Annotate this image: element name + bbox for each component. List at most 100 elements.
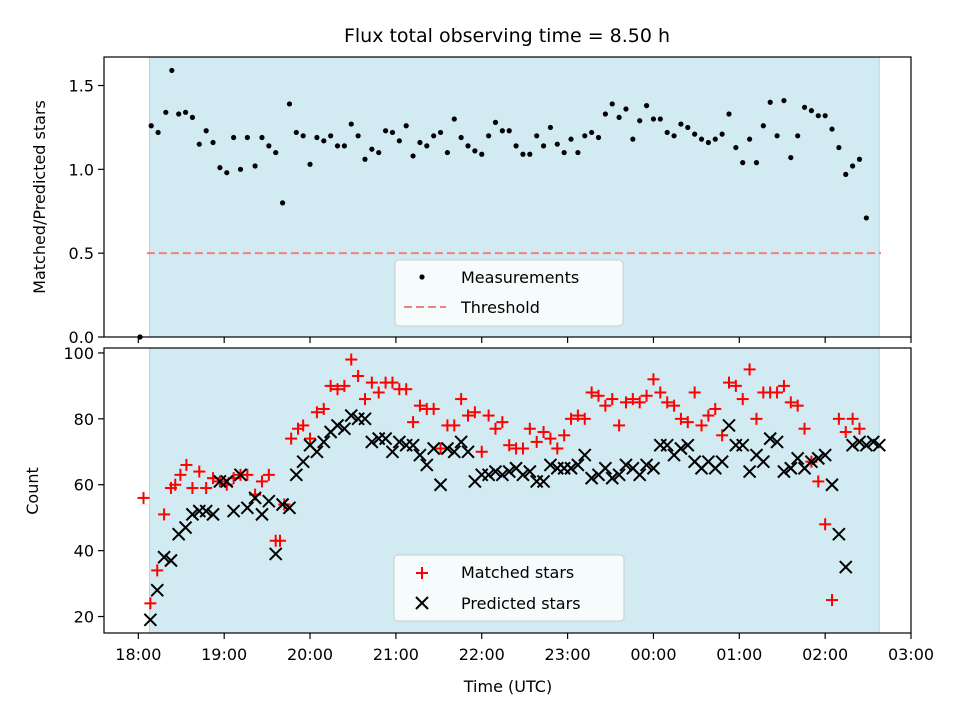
- matched-star-point: [619, 396, 632, 409]
- matched-star-point: [551, 442, 564, 455]
- predicted-star-point: [832, 527, 846, 541]
- measurement-point: [341, 143, 347, 149]
- measurement-point: [760, 123, 766, 129]
- predicted-star-point: [461, 445, 475, 459]
- predicted-star-point: [502, 464, 516, 479]
- y-tick-label: 20: [74, 608, 94, 627]
- matched-stars-points: [137, 353, 866, 610]
- matched-star-point: [180, 458, 193, 471]
- x-tick-label: 03:00: [888, 645, 934, 664]
- measurement-point: [815, 113, 821, 119]
- measurement-point: [362, 156, 368, 162]
- measurement-point: [486, 133, 492, 139]
- predicted-star-point: [365, 435, 379, 449]
- predicted-star-point: [255, 507, 269, 522]
- measurement-point: [163, 109, 169, 115]
- matched-star-point: [345, 353, 358, 366]
- matched-star-point: [285, 432, 298, 445]
- matched-star-point: [791, 399, 804, 412]
- x-tick-label: 19:00: [201, 645, 247, 664]
- matched-star-point: [826, 594, 839, 607]
- legend-threshold-label: Threshold: [460, 298, 540, 317]
- matched-star-point: [413, 399, 426, 412]
- legend-measurements-marker: [419, 274, 425, 280]
- legend-matched-marker: [416, 567, 428, 579]
- predicted-star-point: [804, 454, 819, 469]
- matched-star-point: [241, 468, 254, 481]
- predicted-stars-points: [143, 408, 886, 627]
- measurement-point: [808, 108, 815, 114]
- matched-star-point: [777, 379, 790, 392]
- predicted-star-point: [639, 458, 654, 472]
- measurement-point: [712, 136, 718, 142]
- measurement-point: [781, 97, 787, 104]
- measurement-point: [273, 149, 279, 156]
- measurement-point: [300, 133, 306, 139]
- measurement-point: [382, 128, 389, 134]
- matched-star-point: [798, 422, 811, 435]
- measurement-point: [623, 106, 629, 112]
- matched-star-point: [475, 445, 488, 458]
- measurement-point: [740, 160, 746, 166]
- predicted-star-point: [598, 461, 613, 475]
- predicted-star-point: [660, 438, 674, 452]
- predicted-star-point: [330, 418, 345, 433]
- measurement-point: [458, 134, 464, 141]
- predicted-star-point: [633, 468, 647, 482]
- bottom-panel: 20 40 60 80 100 18:00 19:00 20:00 21:00 22:00 23:…: [23, 344, 934, 696]
- measurement-point: [547, 124, 554, 131]
- predicted-star-point: [481, 468, 496, 482]
- predicted-star-point: [839, 560, 853, 574]
- measurement-point: [705, 139, 711, 146]
- measurement-point: [678, 121, 684, 127]
- matched-star-point: [839, 426, 852, 439]
- matched-star-point: [681, 416, 694, 429]
- predicted-star-point: [199, 504, 213, 518]
- measurement-point: [801, 104, 808, 110]
- matched-star-point: [695, 419, 708, 432]
- measurement-point: [348, 121, 354, 127]
- y-tick-label: 0.0: [69, 328, 94, 347]
- measurement-point: [616, 114, 622, 120]
- measurement-point: [589, 129, 595, 136]
- matched-star-point: [674, 412, 687, 425]
- measurement-points: [137, 67, 869, 340]
- matched-star-point: [262, 468, 275, 481]
- y-tick-label: 1.5: [69, 77, 94, 96]
- measurement-point: [650, 116, 657, 122]
- bottom-legend-box: [393, 554, 625, 622]
- legend-matched-label: Matched stars: [461, 563, 574, 582]
- predicted-star-point: [770, 435, 784, 449]
- matched-star-point: [338, 379, 351, 392]
- matched-star-point: [278, 498, 291, 511]
- measurement-point: [788, 154, 794, 161]
- predicted-star-point: [420, 458, 434, 472]
- matched-star-point: [530, 435, 543, 448]
- x-axis-label: Time (UTC): [463, 677, 552, 696]
- predicted-star-point: [378, 431, 393, 446]
- predicted-star-point: [157, 550, 171, 564]
- predicted-star-point: [178, 520, 193, 535]
- measurement-point: [664, 129, 670, 136]
- y-tick-label: 80: [74, 410, 94, 429]
- x-tick-label: 02:00: [802, 645, 848, 664]
- measurement-point: [753, 160, 760, 166]
- matched-star-point: [606, 393, 619, 406]
- matched-star-point: [158, 508, 171, 521]
- matched-star-point: [846, 412, 859, 425]
- matched-star-point: [523, 422, 536, 435]
- matched-star-point: [468, 406, 481, 419]
- measurement-point: [176, 111, 182, 117]
- measurement-point: [568, 136, 574, 142]
- x-tick-label: 22:00: [459, 645, 505, 664]
- matched-star-point: [558, 429, 571, 442]
- predicted-star-point: [784, 461, 798, 475]
- measurement-point: [389, 129, 396, 136]
- measurement-point: [293, 129, 299, 136]
- matched-star-point: [255, 475, 268, 488]
- measurement-point: [671, 133, 677, 139]
- matched-star-point: [482, 409, 495, 422]
- predicted-star-point: [818, 448, 832, 462]
- y-tick-label: 0.5: [69, 244, 94, 263]
- measurement-point: [376, 149, 382, 156]
